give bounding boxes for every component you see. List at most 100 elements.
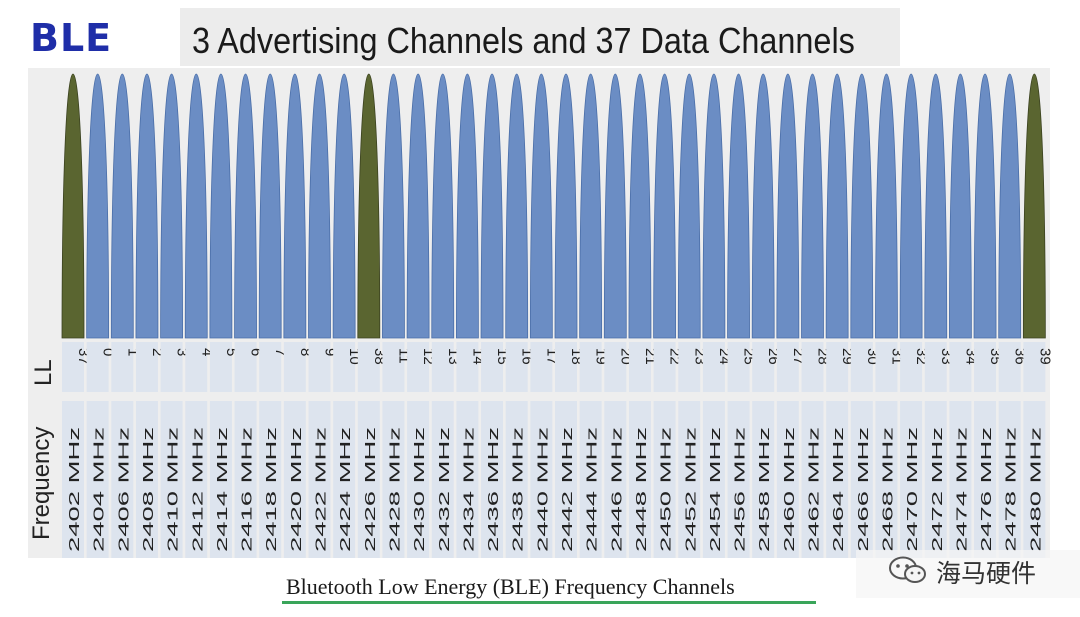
- data-channel-lobe: [677, 73, 701, 339]
- data-channel-lobe: [332, 73, 356, 339]
- data-channel-lobe: [924, 73, 948, 339]
- ll-cell: [628, 342, 651, 392]
- ll-cell: [555, 342, 577, 392]
- data-channel-lobe: [308, 73, 331, 339]
- frequency-cell: [407, 401, 430, 558]
- ll-cell: [111, 342, 134, 392]
- data-channel-lobe: [579, 73, 603, 339]
- frequency-label: 2404 MHz: [92, 427, 108, 552]
- watermark-text: 海马硬件: [936, 559, 1037, 588]
- frequency-label: 2458 MHz: [757, 427, 773, 552]
- frequency-cell: [357, 401, 380, 558]
- ll-cell: [850, 342, 873, 392]
- ll-cell: [604, 342, 627, 392]
- ll-cell: [456, 342, 479, 392]
- ll-channel-label: 1: [124, 348, 141, 356]
- ll-cell: [481, 342, 504, 392]
- ll-channel-label: 4: [198, 348, 215, 356]
- ll-channel-label: 8: [297, 348, 314, 356]
- data-channel-lobe: [209, 73, 233, 339]
- data-channel-lobe: [727, 73, 750, 339]
- frequency-cell: [209, 401, 232, 558]
- ll-cell: [924, 342, 947, 392]
- frequency-cell: [555, 401, 577, 558]
- frequency-label: 2412 MHz: [190, 427, 206, 552]
- data-channel-lobe: [382, 73, 405, 339]
- frequency-label: 2420 MHz: [289, 427, 305, 552]
- ll-cell: [653, 342, 676, 392]
- frequency-cell: [604, 401, 627, 558]
- frequency-label: 2468 MHz: [880, 427, 896, 552]
- frequency-label: 2452 MHz: [683, 427, 699, 552]
- data-channel-lobe: [973, 73, 997, 339]
- frequency-label: 2450 MHz: [659, 427, 675, 552]
- frequency-label: 2444 MHz: [585, 427, 601, 552]
- frequency-cell: [826, 401, 849, 558]
- ll-cell: [234, 342, 257, 392]
- ll-channel-label: 39: [1036, 348, 1053, 365]
- ll-cell: [431, 342, 454, 392]
- ll-cell: [1023, 342, 1046, 392]
- data-channel-lobe: [160, 73, 184, 339]
- ll-cell: [974, 342, 997, 392]
- frequency-label: 2410 MHz: [166, 427, 182, 552]
- diagram-caption: Bluetooth Low Energy (BLE) Frequency Cha…: [286, 574, 735, 599]
- ll-channel-label: 7: [272, 348, 289, 356]
- frequency-label: 2480 MHz: [1028, 427, 1044, 552]
- frequency-label: 2406 MHz: [116, 427, 132, 552]
- ll-cell: [259, 342, 282, 392]
- frequency-label: 2454 MHz: [708, 427, 724, 552]
- frequency-cell: [998, 401, 1021, 558]
- frequency-cell: [283, 401, 306, 558]
- frequency-label: 2472 MHz: [930, 427, 946, 552]
- frequency-cell: [628, 401, 651, 558]
- ll-cell: [875, 342, 898, 392]
- ll-channel-label: 2: [149, 348, 166, 356]
- data-channel-lobe: [480, 73, 504, 339]
- ll-cell: [135, 342, 158, 392]
- frequency-label: 2438 MHz: [511, 427, 527, 552]
- ll-cell: [185, 342, 208, 392]
- data-channel-lobe: [801, 73, 824, 339]
- data-channel-lobe: [258, 73, 282, 339]
- frequency-label: 2456 MHz: [733, 427, 749, 552]
- ll-channel-label: 0: [100, 348, 117, 356]
- frequency-cell: [949, 401, 972, 558]
- ll-cell: [727, 342, 750, 392]
- frequency-cell: [135, 401, 158, 558]
- frequency-label: 2440 MHz: [535, 427, 551, 552]
- ll-cell: [357, 342, 380, 392]
- frequency-label: 2424 MHz: [338, 427, 354, 552]
- data-channel-lobe: [431, 73, 455, 339]
- ll-cell: [333, 342, 356, 392]
- frequency-cell: [974, 401, 997, 558]
- frequency-label: 2462 MHz: [807, 427, 823, 552]
- frequency-cell: [678, 401, 701, 558]
- frequency-label: 2414 MHz: [215, 427, 231, 552]
- frequency-label: 2402 MHz: [67, 427, 83, 552]
- ll-cell: [678, 342, 701, 392]
- ll-channel-label: 6: [248, 348, 265, 356]
- data-channel-lobe: [135, 73, 159, 339]
- ll-channel-label: 5: [223, 348, 240, 356]
- frequency-cell: [702, 401, 725, 558]
- ll-cell: [752, 342, 775, 392]
- frequency-cell: [431, 401, 454, 558]
- data-channel-lobe: [234, 73, 257, 339]
- ll-cell: [209, 342, 232, 392]
- advertising-channel-lobe: [1022, 73, 1046, 339]
- frequency-label: 2470 MHz: [905, 427, 921, 552]
- frequency-label: 2422 MHz: [314, 427, 330, 552]
- data-channel-lobe: [875, 73, 898, 339]
- frequency-cell: [308, 401, 331, 558]
- frequency-cell: [875, 401, 898, 558]
- frequency-cell: [752, 401, 775, 558]
- frequency-label: 2478 MHz: [1004, 427, 1020, 552]
- ll-cell: [407, 342, 430, 392]
- ble-logo: BLE: [30, 16, 113, 60]
- frequency-label: 2466 MHz: [856, 427, 872, 552]
- frequency-label: 2434 MHz: [461, 427, 477, 552]
- ll-cell: [160, 342, 183, 392]
- frequency-cell: [62, 401, 84, 558]
